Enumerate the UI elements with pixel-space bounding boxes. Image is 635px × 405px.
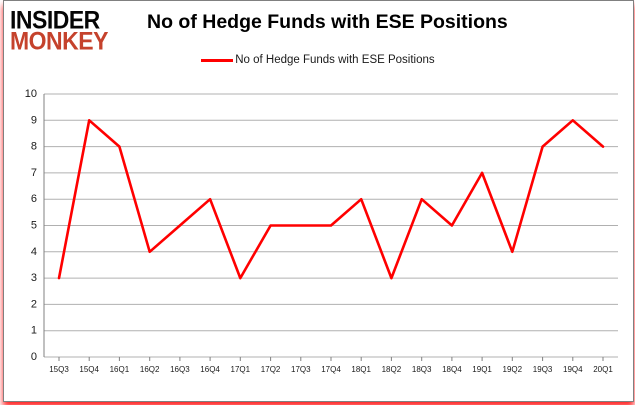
svg-text:3: 3 (31, 272, 37, 284)
svg-text:0: 0 (31, 351, 37, 363)
svg-text:18Q3: 18Q3 (412, 365, 432, 374)
svg-text:16Q2: 16Q2 (140, 365, 160, 374)
svg-text:16Q4: 16Q4 (200, 365, 220, 374)
svg-text:10: 10 (25, 88, 37, 100)
svg-text:2: 2 (31, 298, 37, 310)
svg-text:15Q3: 15Q3 (49, 365, 69, 374)
svg-text:15Q4: 15Q4 (79, 365, 99, 374)
svg-text:1: 1 (31, 325, 37, 337)
svg-text:19Q3: 19Q3 (533, 365, 553, 374)
svg-text:7: 7 (31, 167, 37, 179)
svg-text:16Q3: 16Q3 (170, 365, 190, 374)
svg-text:5: 5 (31, 220, 37, 232)
svg-text:17Q4: 17Q4 (321, 365, 341, 374)
svg-text:19Q1: 19Q1 (472, 365, 492, 374)
svg-text:6: 6 (31, 193, 37, 205)
svg-text:17Q1: 17Q1 (231, 365, 251, 374)
svg-text:17Q2: 17Q2 (261, 365, 281, 374)
svg-text:16Q1: 16Q1 (110, 365, 130, 374)
svg-text:19Q2: 19Q2 (503, 365, 523, 374)
svg-text:17Q3: 17Q3 (291, 365, 311, 374)
svg-text:19Q4: 19Q4 (563, 365, 583, 374)
svg-text:9: 9 (31, 114, 37, 126)
svg-text:20Q1: 20Q1 (593, 365, 613, 374)
svg-text:18Q4: 18Q4 (442, 365, 462, 374)
svg-text:8: 8 (31, 141, 37, 153)
svg-text:18Q1: 18Q1 (351, 365, 371, 374)
svg-text:18Q2: 18Q2 (382, 365, 402, 374)
svg-text:4: 4 (31, 246, 37, 258)
